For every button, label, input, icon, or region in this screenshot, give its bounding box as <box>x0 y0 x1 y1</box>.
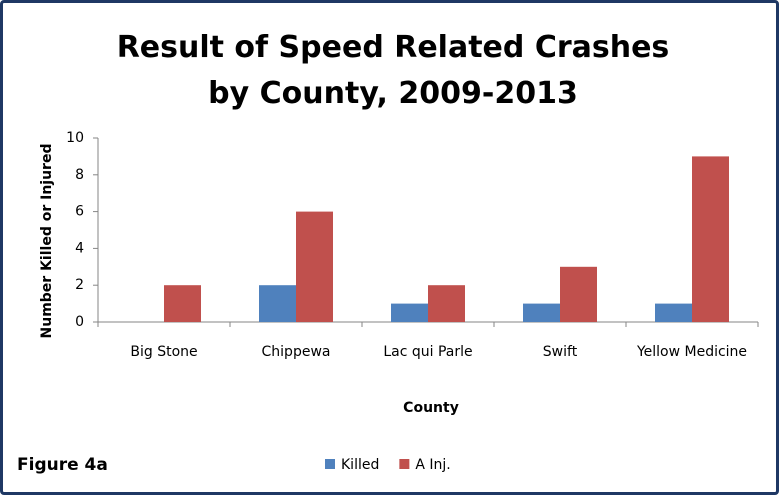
annotation: Figure 4a <box>17 455 108 475</box>
y-tick-label: 8 <box>75 167 84 183</box>
x-tick-label: Lac qui Parle <box>383 344 473 360</box>
bar <box>296 211 333 322</box>
chart: Figure 4a County Number Killed or Injure… <box>17 130 759 475</box>
x-tick-label: Swift <box>542 344 578 360</box>
y-tick-label: 0 <box>75 314 84 330</box>
y-axis-label: Number Killed or Injured <box>39 144 55 339</box>
x-tick-label: Chippewa <box>261 344 331 360</box>
bar <box>523 303 560 322</box>
bar <box>259 285 296 322</box>
y-tick-label: 2 <box>75 277 84 293</box>
legend-label: Killed <box>341 457 379 473</box>
y-tick-label: 4 <box>75 240 84 256</box>
legend-swatch <box>325 459 335 469</box>
x-tick-label: Yellow Medicine <box>636 344 748 360</box>
y-tick-label: 6 <box>75 204 84 220</box>
y-tick-label: 10 <box>66 130 84 146</box>
legend-label: A Inj. <box>415 457 450 473</box>
bar <box>428 285 465 322</box>
chart-title: Result of Speed Related Crashes by Count… <box>116 30 670 111</box>
bar <box>692 156 729 322</box>
legend-swatch <box>399 459 410 469</box>
bar <box>655 303 692 322</box>
bar <box>391 303 428 322</box>
bar <box>560 266 597 322</box>
x-tick-label: Big Stone <box>130 344 198 360</box>
bar <box>164 285 201 322</box>
x-axis-label: County <box>403 400 459 416</box>
